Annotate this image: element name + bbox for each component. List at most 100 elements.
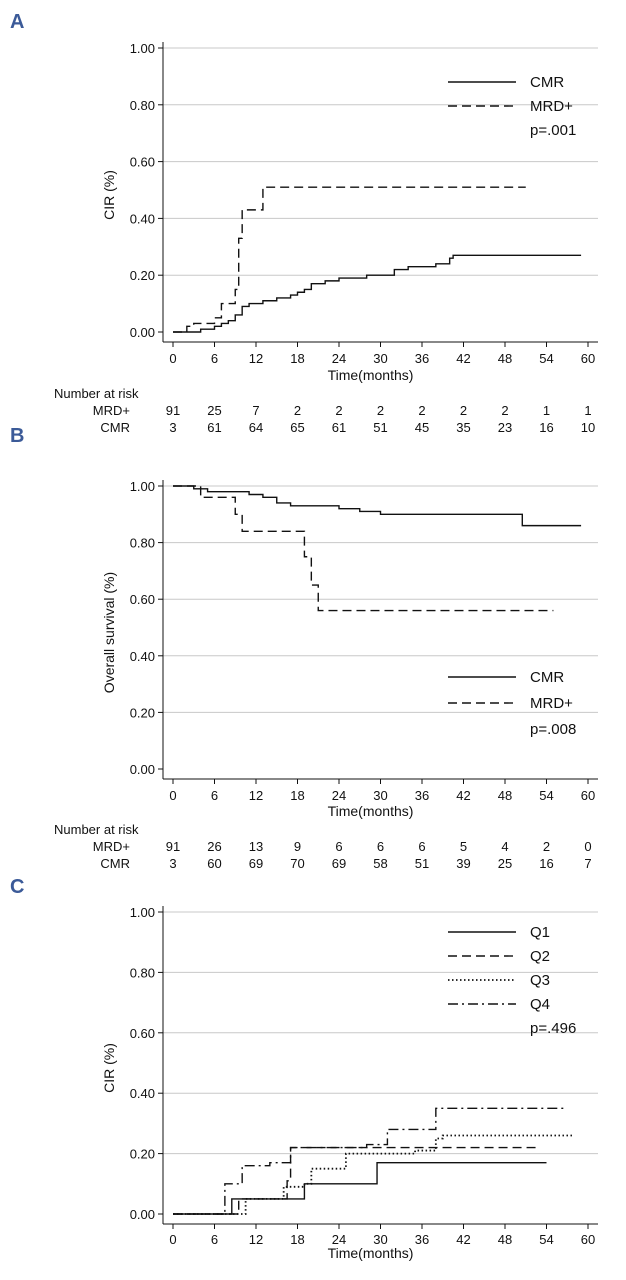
chart-panel-b: 0.000.200.400.600.801.000 6 12 18 24 30 36 42 48… (54, 479, 598, 871)
chart-panel-c: 0.00 0.20 0.40 0.60 0.80 1.00 0 6 12 18 24 30 36 42 48… (101, 905, 598, 1261)
x-tick-label: 42 (456, 351, 470, 366)
risk-cell: 13 (249, 839, 263, 854)
risk-cell: 60 (207, 856, 221, 871)
y-tick-label: 0.20 (130, 1147, 155, 1162)
x-tick-label: 48 (498, 788, 512, 803)
x-tick-label: 54 (539, 351, 553, 366)
risk-cell: 0 (584, 839, 591, 854)
y-axis-label: CIR (%) (101, 170, 117, 220)
risk-cell: 26 (207, 839, 221, 854)
x-tick-label: 60 (581, 1232, 595, 1247)
x-tick-label: 36 (415, 351, 429, 366)
y-axis-label: Overall survival (%) (101, 572, 117, 693)
legend-label: Q3 (530, 972, 550, 989)
risk-cell: 69 (332, 856, 346, 871)
series-line-q4 (173, 1107, 568, 1215)
risk-cell: 69 (249, 856, 263, 871)
risk-cell: 10 (581, 420, 595, 435)
x-axis-label: Time(months) (328, 367, 414, 383)
series-line-q2 (173, 1146, 540, 1215)
x-tick-label: 30 (373, 1232, 387, 1247)
risk-cell: 7 (252, 403, 259, 418)
series-line-q3 (173, 1134, 575, 1215)
y-tick-label: 0.60 (130, 592, 155, 607)
y-tick-label: 0.80 (130, 98, 155, 113)
risk-cell: 5 (460, 839, 467, 854)
y-tick-label: 1.00 (130, 905, 155, 920)
x-tick-label: 24 (332, 351, 346, 366)
x-tick-label: 18 (290, 1232, 304, 1247)
y-tick-label: 0.00 (130, 762, 155, 777)
x-tick-label: 60 (581, 788, 595, 803)
risk-cell: 25 (498, 856, 512, 871)
risk-cell: 2 (294, 403, 301, 418)
series-line-q1 (173, 1161, 547, 1215)
risk-table-title: Number at risk (54, 822, 139, 837)
risk-cell: 16 (539, 856, 553, 871)
x-tick-label: 6 (211, 1232, 218, 1247)
y-tick-label: 0.00 (130, 325, 155, 340)
legend-label: Q2 (530, 948, 550, 965)
risk-cell: 2 (377, 403, 384, 418)
y-tick-label: 0.60 (130, 1026, 155, 1041)
risk-cell: 6 (418, 839, 425, 854)
chart-panel-a: 0.000.200.400.600.801.000 6 12 18 24 30 36 42 48… (54, 41, 598, 435)
x-tick-label: 18 (290, 788, 304, 803)
x-tick-label: 60 (581, 351, 595, 366)
series-line-mrd (173, 485, 554, 612)
risk-cell: 51 (415, 856, 429, 871)
x-tick-label: 42 (456, 788, 470, 803)
x-tick-label: 36 (415, 1232, 429, 1247)
y-tick-label: 0.40 (130, 1086, 155, 1101)
x-tick-label: 12 (249, 351, 263, 366)
y-tick-label: 0.80 (130, 536, 155, 551)
risk-cell: 2 (335, 403, 342, 418)
risk-cell: 2 (460, 403, 467, 418)
risk-cell: 35 (456, 420, 470, 435)
risk-cell: 4 (501, 839, 508, 854)
x-tick-label: 6 (211, 788, 218, 803)
risk-cell: 58 (373, 856, 387, 871)
y-tick-label: 0.20 (130, 268, 155, 283)
risk-row-label: MRD+ (93, 403, 130, 418)
y-tick-label: 1.00 (130, 479, 155, 494)
legend-label: MRD+ (530, 98, 573, 115)
risk-cell: 1 (584, 403, 591, 418)
x-tick-label: 24 (332, 788, 346, 803)
risk-cell: 91 (166, 403, 180, 418)
risk-cell: 61 (332, 420, 346, 435)
x-tick-label: 24 (332, 1232, 346, 1247)
y-tick-label: 0.60 (130, 155, 155, 170)
y-tick-label: 0.80 (130, 965, 155, 980)
risk-cell: 3 (169, 420, 176, 435)
panel-letter-c: C (10, 876, 24, 898)
x-tick-label: 18 (290, 351, 304, 366)
risk-cell: 70 (290, 856, 304, 871)
y-tick-label: 0.40 (130, 211, 155, 226)
panel-letter-b: B (10, 425, 24, 447)
risk-row-label: CMR (100, 420, 130, 435)
x-axis-label: Time(months) (328, 1245, 414, 1261)
x-tick-label: 6 (211, 351, 218, 366)
x-tick-label: 0 (169, 788, 176, 803)
legend-label: Q1 (530, 924, 550, 941)
x-axis-label: Time(months) (328, 803, 414, 819)
risk-row-label: MRD+ (93, 839, 130, 854)
risk-cell: 51 (373, 420, 387, 435)
risk-cell: 64 (249, 420, 263, 435)
risk-cell: 16 (539, 420, 553, 435)
y-tick-label: 1.00 (130, 41, 155, 56)
risk-row-label: CMR (100, 856, 130, 871)
risk-cell: 91 (166, 839, 180, 854)
x-tick-label: 36 (415, 788, 429, 803)
risk-cell: 6 (335, 839, 342, 854)
risk-cell: 25 (207, 403, 221, 418)
series-line-cmr (173, 254, 582, 333)
risk-cell: 9 (294, 839, 301, 854)
x-tick-label: 30 (373, 788, 387, 803)
risk-cell: 39 (456, 856, 470, 871)
risk-table-title: Number at risk (54, 386, 139, 401)
x-tick-label: 30 (373, 351, 387, 366)
risk-cell: 61 (207, 420, 221, 435)
